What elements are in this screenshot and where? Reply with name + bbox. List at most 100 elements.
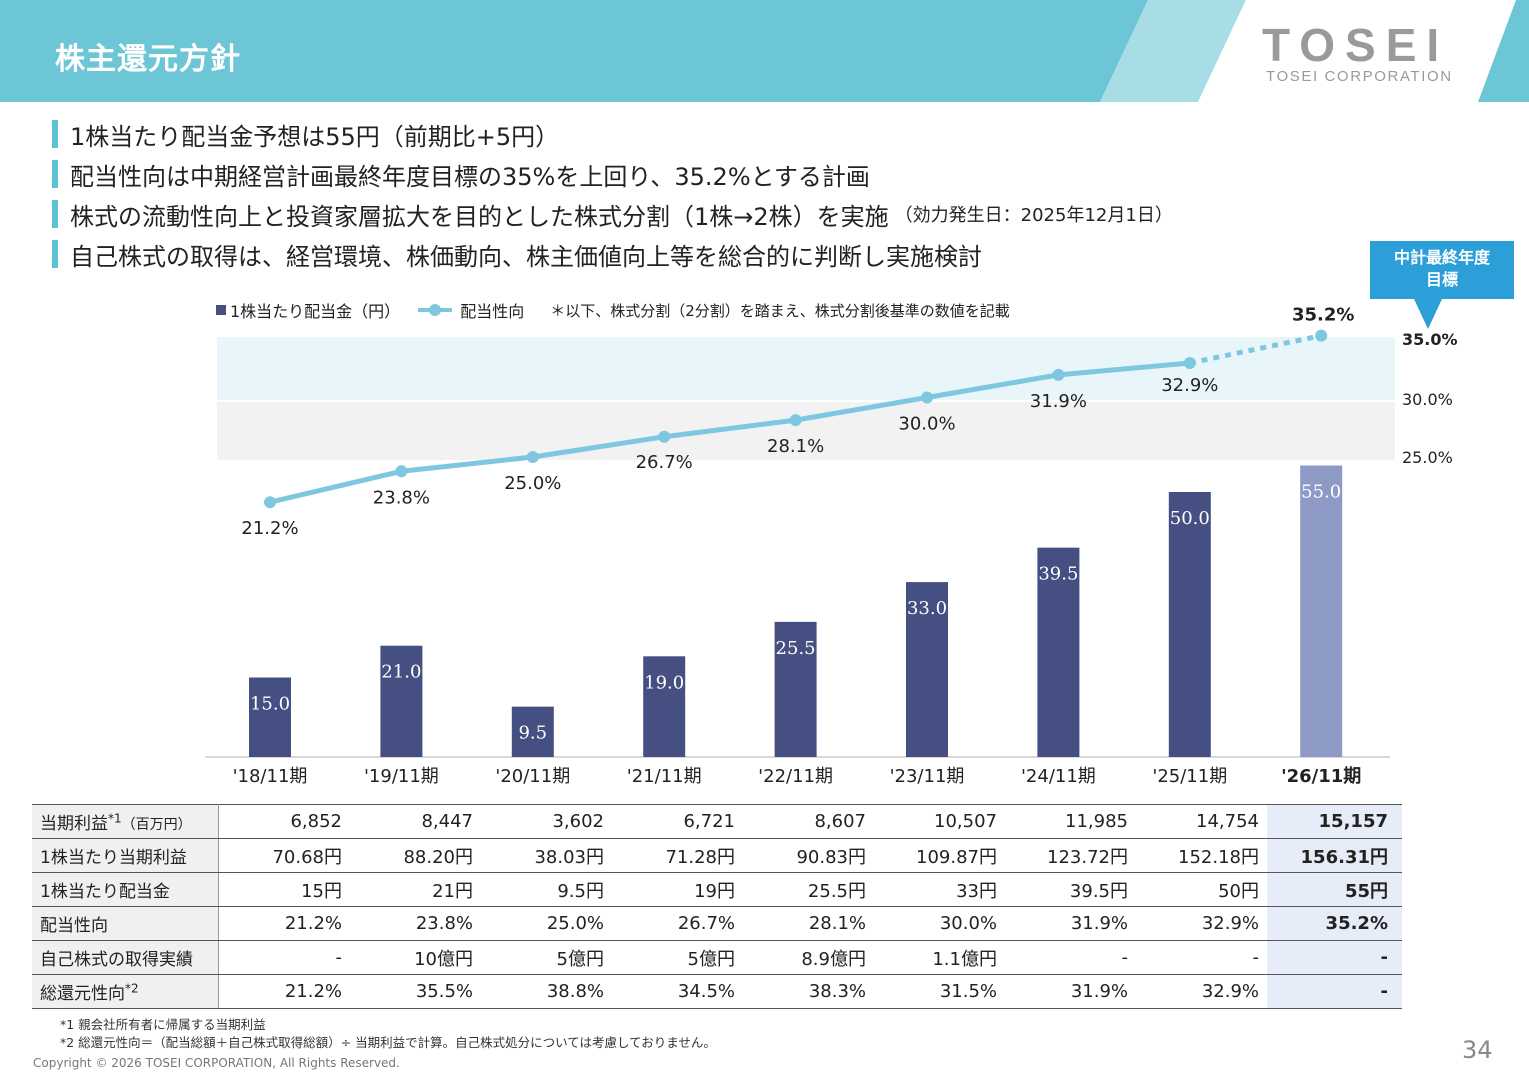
table-cell: 39.5円: [1005, 872, 1136, 907]
row-label-text: 総還元性向: [40, 984, 125, 1004]
dividend-bar: [249, 677, 291, 757]
legend-line-swatch: [418, 304, 453, 316]
chart-legend: 1株当たり配当金（円） 配当性向 ＊以下、株式分割（2分割）を踏まえ、株式分割後…: [216, 298, 1010, 322]
dividend-bar: [1300, 465, 1343, 757]
table-cell: 38.3%: [743, 974, 874, 1009]
row-label-footnote-mark: *1: [108, 811, 122, 826]
dividend-bar: [1037, 547, 1080, 757]
right-axis-tick: 25.0%: [1402, 448, 1453, 467]
table-row: 配当性向 21.2% 23.8% 25.0% 26.7% 28.1% 30.0% 31.9% 3…: [32, 906, 1402, 941]
table-row: 自己株式の取得実績 -10億円 5億円 5億円 8.9億円 1.1億円 - - -: [32, 940, 1402, 975]
row-label: 1株当たり配当金: [32, 872, 219, 907]
page-title: 株主還元方針: [55, 42, 241, 77]
table-cell: 25.0%: [481, 906, 612, 941]
bullet-marker: [52, 200, 58, 228]
table-cell: 90.83円: [743, 838, 874, 873]
payout-ratio-label: 31.9%: [1030, 391, 1087, 412]
forecast-cell: 35.2%: [1267, 906, 1402, 941]
payout-ratio-line: [269, 360, 1191, 505]
bar-value-label: 50.0: [1170, 508, 1210, 529]
table-cell: 6,721: [612, 804, 743, 839]
dividend-bar: [774, 621, 817, 757]
payout-ratio-label: 32.9%: [1161, 375, 1218, 396]
company-logo: TOSEI: [1262, 19, 1450, 71]
x-axis-category: '25/11期: [1152, 766, 1227, 787]
table-cell: 33円: [874, 872, 1005, 907]
payout-ratio-point: [1183, 356, 1196, 369]
table-cell: 28.1%: [743, 906, 874, 941]
bar-value-label: 25.5: [776, 638, 816, 659]
table-cell: 3,602: [481, 804, 612, 839]
financial-table: 当期利益*1（百万円） 6,852 8,447 3,602 6,721 8,607 10,5…: [32, 804, 1402, 1009]
table-cell: 50円: [1136, 872, 1267, 907]
right-axis-tick: 30.0%: [1402, 390, 1453, 409]
table-cell: 1.1億円: [874, 940, 1005, 975]
table-cell: 34.5%: [612, 974, 743, 1009]
key-point-text: 自己株式の取得は、経営環境、株価動向、株主価値向上等を総合的に判断し実施検討: [70, 242, 982, 271]
payout-ratio-point: [789, 414, 802, 427]
footnote-1: *1 親会社所有者に帰属する当期利益: [60, 1017, 266, 1032]
forecast-cell: 15,157: [1267, 804, 1402, 839]
table-cell: 26.7%: [612, 906, 743, 941]
bar-value-label: 21.0: [381, 662, 421, 683]
table-row: 1株当たり配当金 15円 21円 9.5円 19円 25.5円 33円 39.5円 50円 55円: [32, 872, 1402, 907]
table-cell: 152.18円: [1136, 838, 1267, 873]
legend-bar-label: 1株当たり配当金（円）: [230, 302, 401, 321]
key-point: 株式の流動性向上と投資家層拡大を目的とした株式分割（1株→2株）を実施 （効力発生…: [52, 194, 1173, 234]
table-cell: 21.2%: [218, 974, 350, 1009]
bullet-marker: [52, 120, 58, 148]
bar-value-label: 9.5: [518, 723, 547, 744]
key-point-text: 1株当たり配当金予想は55円（前期比+5円）: [70, 122, 560, 151]
x-axis-category: '22/11期: [758, 766, 833, 787]
dividend-bar: [511, 706, 554, 757]
row-label-text: 配当性向: [40, 916, 108, 936]
x-axis-category: '23/11期: [890, 766, 965, 787]
table-cell: 23.8%: [350, 906, 481, 941]
row-label: 自己株式の取得実績: [32, 940, 219, 975]
ratio-band: [217, 402, 1395, 460]
copyright: Copyright © 2026 TOSEI CORPORATION, All …: [33, 1056, 400, 1070]
row-label: 当期利益*1（百万円）: [32, 804, 219, 839]
target-band: [217, 337, 1395, 400]
payout-ratio-label: 25.0%: [504, 473, 561, 494]
target-callout-pointer: [1414, 299, 1442, 329]
x-axis-category: '26/11期: [1281, 766, 1361, 787]
row-label: 総還元性向*2: [32, 974, 219, 1009]
key-point: 1株当たり配当金予想は55円（前期比+5円）: [52, 114, 1173, 154]
key-point: 配当性向は中期経営計画最終年度目標の35%を上回り、35.2%とする計画: [52, 154, 1173, 194]
payout-ratio-point: [526, 451, 539, 463]
key-point-text: 株式の流動性向上と投資家層拡大を目的とした株式分割（1株→2株）を実施: [70, 202, 889, 231]
table-cell: 109.87円: [874, 838, 1005, 873]
table-cell: 31.9%: [1005, 974, 1136, 1009]
payout-ratio-point: [658, 430, 671, 443]
table-cell: 31.9%: [1005, 906, 1136, 941]
table-cell: 38.03円: [481, 838, 612, 873]
table-row: 1株当たり当期利益 70.68円 88.20円 38.03円 71.28円 90.83円 1…: [32, 838, 1402, 873]
x-axis-category: '20/11期: [495, 766, 570, 787]
payout-ratio-label: 21.2%: [241, 518, 298, 539]
target-callout-line1: 中計最終年度: [1393, 248, 1490, 267]
table-cell: 9.5円: [481, 872, 612, 907]
table-cell: -: [1136, 940, 1267, 975]
bar-value-label: 33.0: [907, 598, 947, 619]
table-cell: 25.5円: [743, 872, 874, 907]
table-cell: 10億円: [350, 940, 481, 975]
x-axis-category: '19/11期: [364, 766, 439, 787]
table-cell: 88.20円: [350, 838, 481, 873]
x-axis-category: '21/11期: [627, 766, 702, 787]
table-cell: 32.9%: [1136, 906, 1267, 941]
table-row: 総還元性向*2 21.2% 35.5% 38.8% 34.5% 38.3% 31.5% 31.…: [32, 974, 1402, 1009]
table-cell: 21.2%: [218, 906, 350, 941]
table-cell: 10,507: [874, 804, 1005, 839]
table-cell: 123.72円: [1005, 838, 1136, 873]
page-number: 34: [1462, 1036, 1493, 1064]
dividend-bar: [1168, 492, 1211, 757]
x-axis-category: '18/11期: [233, 766, 308, 787]
key-point-note: （効力発生日：2025年12月1日）: [894, 205, 1173, 226]
table-cell: 8.9億円: [743, 940, 874, 975]
row-label-text: 当期利益: [40, 814, 108, 834]
legend-note: ＊以下、株式分割（2分割）を踏まえ、株式分割後基準の数値を記載: [550, 301, 1010, 320]
legend-line-label: 配当性向: [460, 302, 525, 321]
key-point-text: 配当性向は中期経営計画最終年度目標の35%を上回り、35.2%とする計画: [70, 162, 870, 191]
table-cell: 32.9%: [1136, 974, 1267, 1009]
